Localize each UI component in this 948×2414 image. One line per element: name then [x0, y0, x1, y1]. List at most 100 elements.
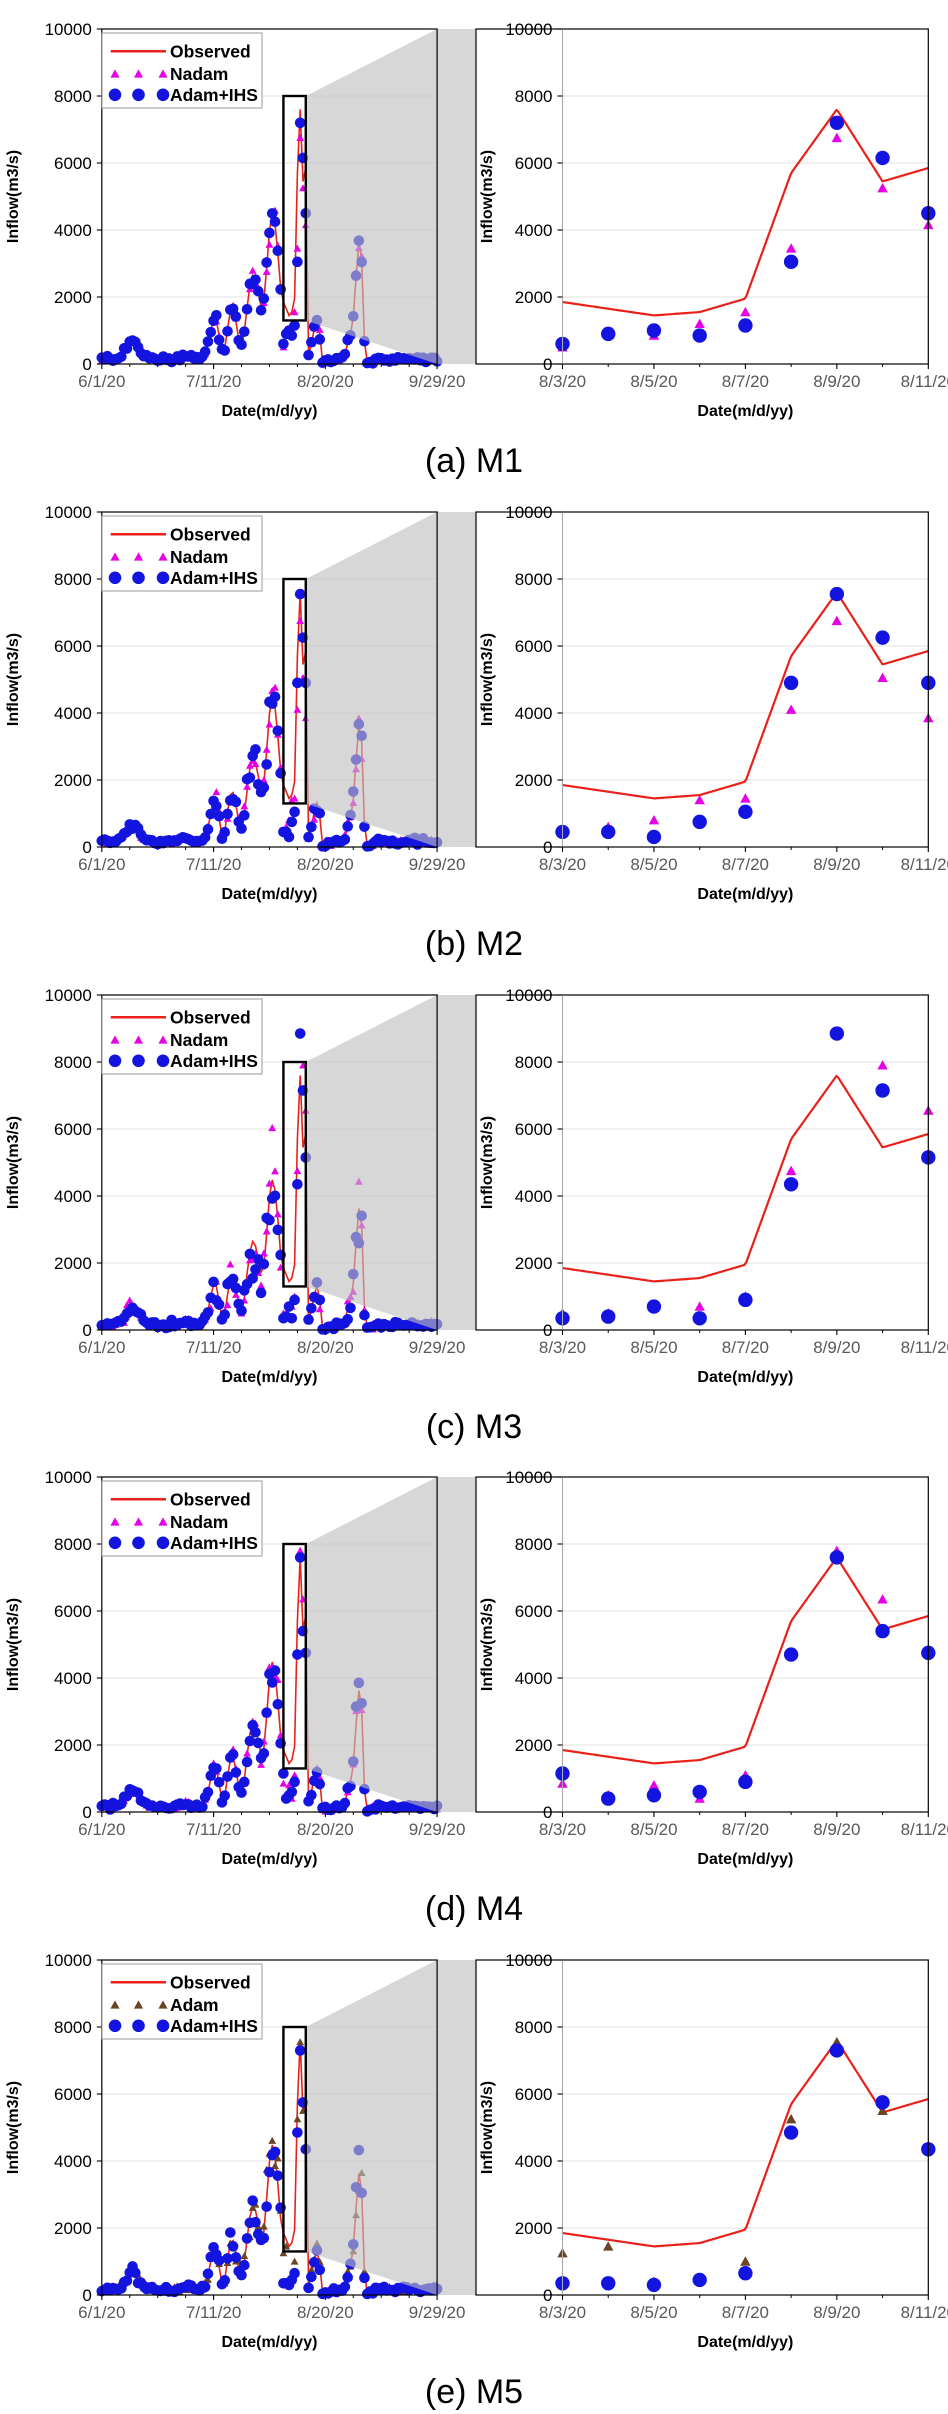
- svg-text:Inflow(m3/s): Inflow(m3/s): [479, 1598, 496, 1691]
- svg-text:Observed: Observed: [170, 42, 251, 62]
- svg-text:10000: 10000: [505, 1468, 552, 1487]
- svg-text:Adam+IHS: Adam+IHS: [170, 2016, 258, 2036]
- svg-text:2000: 2000: [54, 2219, 92, 2238]
- svg-text:Date(m/d/yy): Date(m/d/yy): [221, 1851, 317, 1868]
- svg-text:8000: 8000: [515, 1535, 553, 1554]
- svg-text:4000: 4000: [515, 221, 553, 240]
- svg-text:4000: 4000: [54, 2152, 92, 2171]
- svg-text:8/20/20: 8/20/20: [297, 1820, 354, 1839]
- svg-text:8/7/20: 8/7/20: [722, 372, 769, 391]
- svg-text:2000: 2000: [54, 771, 92, 790]
- svg-text:8/5/20: 8/5/20: [630, 855, 677, 874]
- svg-text:8/11/20: 8/11/20: [901, 1338, 948, 1357]
- svg-text:8/3/20: 8/3/20: [539, 1820, 586, 1839]
- svg-text:2000: 2000: [515, 2219, 553, 2238]
- svg-text:Observed: Observed: [170, 1973, 251, 1993]
- svg-text:Date(m/d/yy): Date(m/d/yy): [221, 2334, 317, 2351]
- svg-text:Date(m/d/yy): Date(m/d/yy): [697, 403, 793, 420]
- svg-text:10000: 10000: [45, 1468, 92, 1487]
- svg-text:10000: 10000: [505, 1951, 552, 1970]
- svg-text:10000: 10000: [45, 986, 92, 1005]
- svg-text:(d) M4: (d) M4: [425, 1890, 523, 1928]
- svg-text:(b) M2: (b) M2: [425, 925, 523, 963]
- svg-text:(e) M5: (e) M5: [425, 2373, 523, 2411]
- svg-text:Inflow(m3/s): Inflow(m3/s): [479, 2081, 496, 2174]
- svg-text:7/11/20: 7/11/20: [186, 1338, 241, 1357]
- svg-text:Inflow(m3/s): Inflow(m3/s): [5, 2081, 22, 2174]
- svg-text:7/11/20: 7/11/20: [186, 855, 241, 874]
- svg-text:Date(m/d/yy): Date(m/d/yy): [697, 886, 793, 903]
- svg-text:9/29/20: 9/29/20: [409, 2303, 466, 2322]
- svg-text:4000: 4000: [515, 1669, 553, 1688]
- svg-text:2000: 2000: [515, 288, 553, 307]
- svg-text:Date(m/d/yy): Date(m/d/yy): [221, 403, 317, 420]
- svg-text:Date(m/d/yy): Date(m/d/yy): [697, 2334, 793, 2351]
- svg-text:8000: 8000: [54, 1535, 92, 1554]
- svg-text:8/3/20: 8/3/20: [539, 2303, 586, 2322]
- svg-text:8000: 8000: [515, 2018, 553, 2037]
- svg-text:6000: 6000: [54, 2085, 92, 2104]
- svg-text:Nadam: Nadam: [170, 1513, 228, 1533]
- svg-text:8/3/20: 8/3/20: [539, 372, 586, 391]
- svg-text:4000: 4000: [54, 1669, 92, 1688]
- svg-text:7/11/20: 7/11/20: [186, 2303, 241, 2322]
- svg-text:4000: 4000: [54, 1187, 92, 1206]
- svg-text:Date(m/d/yy): Date(m/d/yy): [697, 1369, 793, 1386]
- svg-text:Adam+IHS: Adam+IHS: [170, 568, 258, 588]
- svg-text:Inflow(m3/s): Inflow(m3/s): [479, 150, 496, 243]
- svg-text:(a) M1: (a) M1: [425, 442, 523, 480]
- svg-text:8/5/20: 8/5/20: [630, 2303, 677, 2322]
- svg-text:8/9/20: 8/9/20: [813, 855, 860, 874]
- svg-text:8/11/20: 8/11/20: [901, 1820, 948, 1839]
- svg-text:6000: 6000: [515, 637, 553, 656]
- svg-text:8/5/20: 8/5/20: [630, 1820, 677, 1839]
- svg-text:4000: 4000: [515, 1187, 553, 1206]
- svg-text:8000: 8000: [515, 1053, 553, 1072]
- svg-text:4000: 4000: [515, 2152, 553, 2171]
- svg-text:8/7/20: 8/7/20: [722, 1338, 769, 1357]
- svg-text:6000: 6000: [54, 1602, 92, 1621]
- svg-text:Nadam: Nadam: [170, 1030, 228, 1050]
- svg-text:8/5/20: 8/5/20: [630, 372, 677, 391]
- svg-text:Observed: Observed: [170, 524, 251, 544]
- svg-text:8/7/20: 8/7/20: [722, 855, 769, 874]
- svg-text:Adam+IHS: Adam+IHS: [170, 85, 258, 105]
- svg-text:Adam: Adam: [170, 1995, 219, 2015]
- svg-text:6000: 6000: [54, 637, 92, 656]
- svg-text:Inflow(m3/s): Inflow(m3/s): [479, 1115, 496, 1208]
- svg-text:4000: 4000: [54, 221, 92, 240]
- svg-text:8/9/20: 8/9/20: [813, 2303, 860, 2322]
- svg-text:2000: 2000: [54, 1254, 92, 1273]
- svg-text:10000: 10000: [45, 20, 92, 39]
- svg-text:2000: 2000: [54, 1736, 92, 1755]
- svg-text:2000: 2000: [515, 1736, 553, 1755]
- svg-text:8000: 8000: [54, 1053, 92, 1072]
- svg-text:9/29/20: 9/29/20: [409, 1820, 466, 1839]
- svg-text:Observed: Observed: [170, 1007, 251, 1027]
- svg-text:Date(m/d/yy): Date(m/d/yy): [221, 1369, 317, 1386]
- svg-text:8/20/20: 8/20/20: [297, 855, 354, 874]
- svg-text:8000: 8000: [54, 570, 92, 589]
- svg-text:6000: 6000: [54, 1120, 92, 1139]
- svg-text:Adam+IHS: Adam+IHS: [170, 1051, 258, 1071]
- svg-text:8000: 8000: [515, 570, 553, 589]
- svg-text:2000: 2000: [515, 771, 553, 790]
- svg-text:Date(m/d/yy): Date(m/d/yy): [221, 886, 317, 903]
- svg-text:7/11/20: 7/11/20: [186, 1820, 241, 1839]
- svg-text:6/1/20: 6/1/20: [78, 372, 125, 391]
- svg-text:8/11/20: 8/11/20: [901, 855, 948, 874]
- svg-text:8/20/20: 8/20/20: [297, 1338, 354, 1357]
- svg-text:Inflow(m3/s): Inflow(m3/s): [5, 1115, 22, 1208]
- svg-text:6000: 6000: [515, 1602, 553, 1621]
- svg-text:8/9/20: 8/9/20: [813, 1820, 860, 1839]
- svg-text:8000: 8000: [54, 2018, 92, 2037]
- svg-text:8/5/20: 8/5/20: [630, 1338, 677, 1357]
- svg-text:2000: 2000: [54, 288, 92, 307]
- svg-text:6000: 6000: [54, 154, 92, 173]
- svg-text:8/7/20: 8/7/20: [722, 1820, 769, 1839]
- svg-text:6000: 6000: [515, 154, 553, 173]
- svg-text:4000: 4000: [515, 704, 553, 723]
- svg-text:10000: 10000: [505, 20, 552, 39]
- svg-text:6/1/20: 6/1/20: [78, 855, 125, 874]
- svg-text:10000: 10000: [45, 1951, 92, 1970]
